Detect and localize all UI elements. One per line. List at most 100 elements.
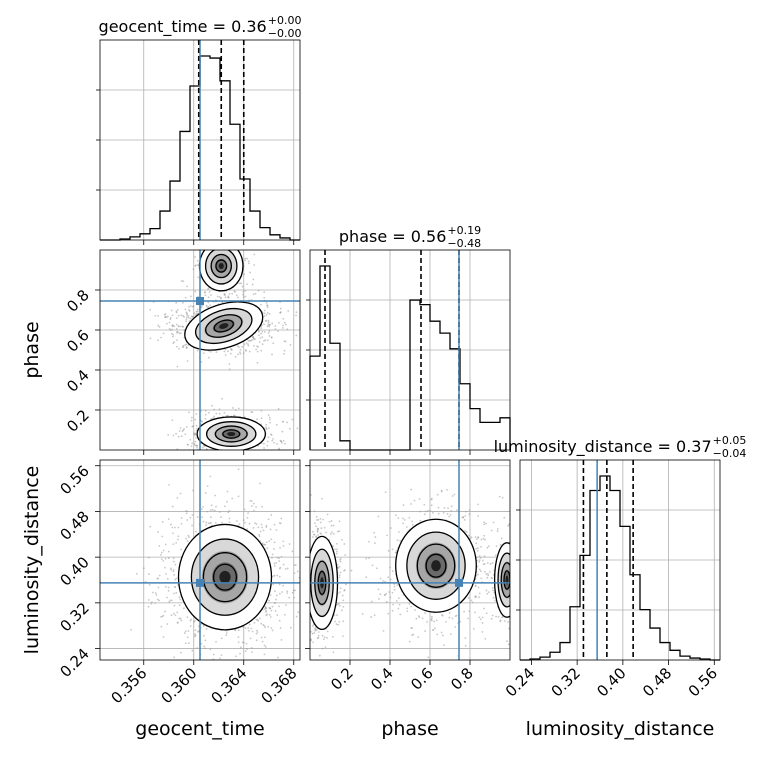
- panel-phase-distance-sample: [464, 515, 467, 517]
- panel-phase-distance-sample: [305, 554, 307, 556]
- panel-geocent-distance-sample: [255, 506, 257, 508]
- panel-geocent-phase-sample: [291, 418, 294, 421]
- panel-phase-distance-sample: [307, 555, 309, 557]
- panel-geocent-distance-sample: [282, 563, 285, 566]
- xtick-label-geocent_time-1: 0.360: [157, 664, 200, 707]
- panel-phase-distance-sample: [418, 498, 421, 500]
- panel-geocent-distance-sample: [286, 567, 289, 570]
- panel-geocent-distance-sample: [161, 521, 164, 523]
- panel-phase-distance-sample: [465, 531, 468, 533]
- panel-geocent-distance-sample: [278, 560, 281, 562]
- panel-phase-distance-sample: [393, 583, 396, 586]
- panel-geocent-distance-sample: [202, 505, 204, 508]
- panel-geocent-phase-sample: [256, 345, 258, 348]
- panel-geocent-phase-sample: [239, 352, 242, 355]
- panel-geocent-distance-sample: [274, 602, 276, 604]
- panel-geocent-distance-sample: [197, 625, 200, 628]
- panel-phase-distance-sample: [455, 509, 458, 512]
- panel-geocent-distance-sample: [281, 591, 284, 593]
- panel-phase-distance-sample: [377, 588, 380, 591]
- panel-phase-distance-sample: [475, 538, 478, 540]
- panel-phase-distance-sample: [385, 592, 388, 595]
- panel-phase-distance-sample: [323, 636, 326, 639]
- panel-geocent-phase-contour-1-1: [205, 421, 257, 447]
- panel-phase-distance-sample: [503, 620, 506, 622]
- panel-phase-distance-sample: [333, 614, 336, 617]
- panel-phase-distance-sample: [343, 589, 346, 592]
- panel-phase-distance-sample: [324, 646, 327, 648]
- panel-phase-distance-sample: [511, 574, 513, 576]
- panel-phase-distance-sample: [314, 628, 317, 631]
- panel-geocent-distance-sample: [278, 605, 280, 608]
- panel-phase-distance-sample: [478, 568, 481, 571]
- panel-geocent-distance-sample: [191, 524, 193, 527]
- panel-phase-distance-sample: [426, 620, 429, 623]
- panel-geocent-distance-sample: [167, 589, 170, 592]
- panel-geocent-phase-sample: [274, 328, 277, 330]
- panel-geocent-distance-sample: [302, 598, 304, 600]
- panel-phase-distance-sample: [514, 544, 516, 546]
- panel-geocent-phase-sample: [259, 337, 262, 339]
- panel-geocent-phase-sample: [242, 293, 244, 296]
- panel-phase-distance-sample: [300, 577, 302, 579]
- panel-geocent-phase-sample: [160, 336, 163, 339]
- panel-geocent-distance-sample: [158, 545, 161, 547]
- panel-geocent-distance-sample: [268, 599, 271, 602]
- panel-geocent-distance-sample: [184, 642, 187, 645]
- panel-geocent-distance-sample: [262, 623, 265, 626]
- panel-geocent-phase-sample: [188, 305, 190, 308]
- panel-phase-distance-sample: [343, 543, 346, 545]
- panel-geocent-distance-sample: [265, 610, 267, 613]
- panel-geocent-distance-sample: [239, 652, 241, 655]
- panel-geocent-phase-sample: [232, 453, 234, 455]
- panel-geocent-distance-sample: [269, 616, 272, 618]
- hist-luminosity_distance-border: [519, 459, 721, 661]
- panel-geocent-distance-sample: [242, 519, 245, 522]
- panel-geocent-distance-sample: [294, 564, 297, 566]
- hist-geocent_time-border: [99, 39, 301, 241]
- panel-phase-distance-sample: [342, 635, 344, 638]
- panel-geocent-phase-sample: [171, 328, 173, 331]
- panel-phase-distance-sample: [492, 521, 495, 524]
- panel-phase-distance-sample: [368, 540, 370, 543]
- panel-geocent-distance-sample: [200, 642, 203, 645]
- panel-geocent-distance-sample: [228, 521, 231, 524]
- panel-geocent-distance-sample: [142, 567, 145, 570]
- panel-phase-distance-sample: [307, 540, 309, 542]
- panel-geocent-distance-contours: [177, 523, 273, 631]
- panel-phase-distance-sample: [513, 586, 515, 588]
- panel-phase-distance-sample: [306, 559, 308, 561]
- panel-phase-distance-sample: [503, 516, 506, 519]
- panel-geocent-distance-sample: [293, 596, 295, 599]
- panel-geocent-distance-sample: [166, 596, 168, 599]
- panel-geocent-phase-sample: [188, 317, 190, 319]
- panel-geocent-phase-sample: [171, 324, 174, 327]
- panel-geocent-phase-sample: [282, 420, 284, 423]
- panel-phase-distance-sample: [365, 557, 368, 560]
- panel-phase-distance-sample: [334, 620, 337, 623]
- panel-geocent-distance-sample: [147, 605, 150, 608]
- panel-geocent-distance-sample: [256, 618, 259, 621]
- panel-geocent-phase-sample: [224, 296, 227, 299]
- panel-geocent-phase-sample: [295, 334, 298, 337]
- panel-phase-distance-sample: [388, 591, 391, 593]
- panel-geocent-phase-sample: [207, 301, 210, 304]
- panel-geocent-phase-sample: [149, 308, 152, 311]
- panel-phase-distance-sample: [350, 569, 353, 572]
- panel-phase-distance-sample: [491, 587, 494, 589]
- panel-geocent-phase-sample: [247, 454, 249, 456]
- panel-phase-distance-sample: [489, 562, 492, 565]
- panel-geocent-phase-sample: [267, 332, 270, 334]
- panel-geocent-distance-contour-0-0: [177, 523, 273, 631]
- panel-geocent-distance-sample: [226, 501, 228, 503]
- panel-geocent-phase-sample: [280, 440, 282, 443]
- panel-geocent-distance-sample: [237, 495, 240, 498]
- panel-phase-distance-sample: [338, 576, 341, 579]
- panel-geocent-distance-sample: [170, 614, 173, 616]
- panel-geocent-distance-sample: [258, 533, 261, 536]
- panel-geocent-phase-sample: [231, 241, 233, 243]
- panel-phase-distance-sample: [336, 550, 338, 553]
- panel-geocent-phase-sample: [182, 345, 185, 347]
- panel-geocent-distance-sample: [180, 651, 182, 654]
- panel-geocent-phase-sample: [176, 345, 178, 348]
